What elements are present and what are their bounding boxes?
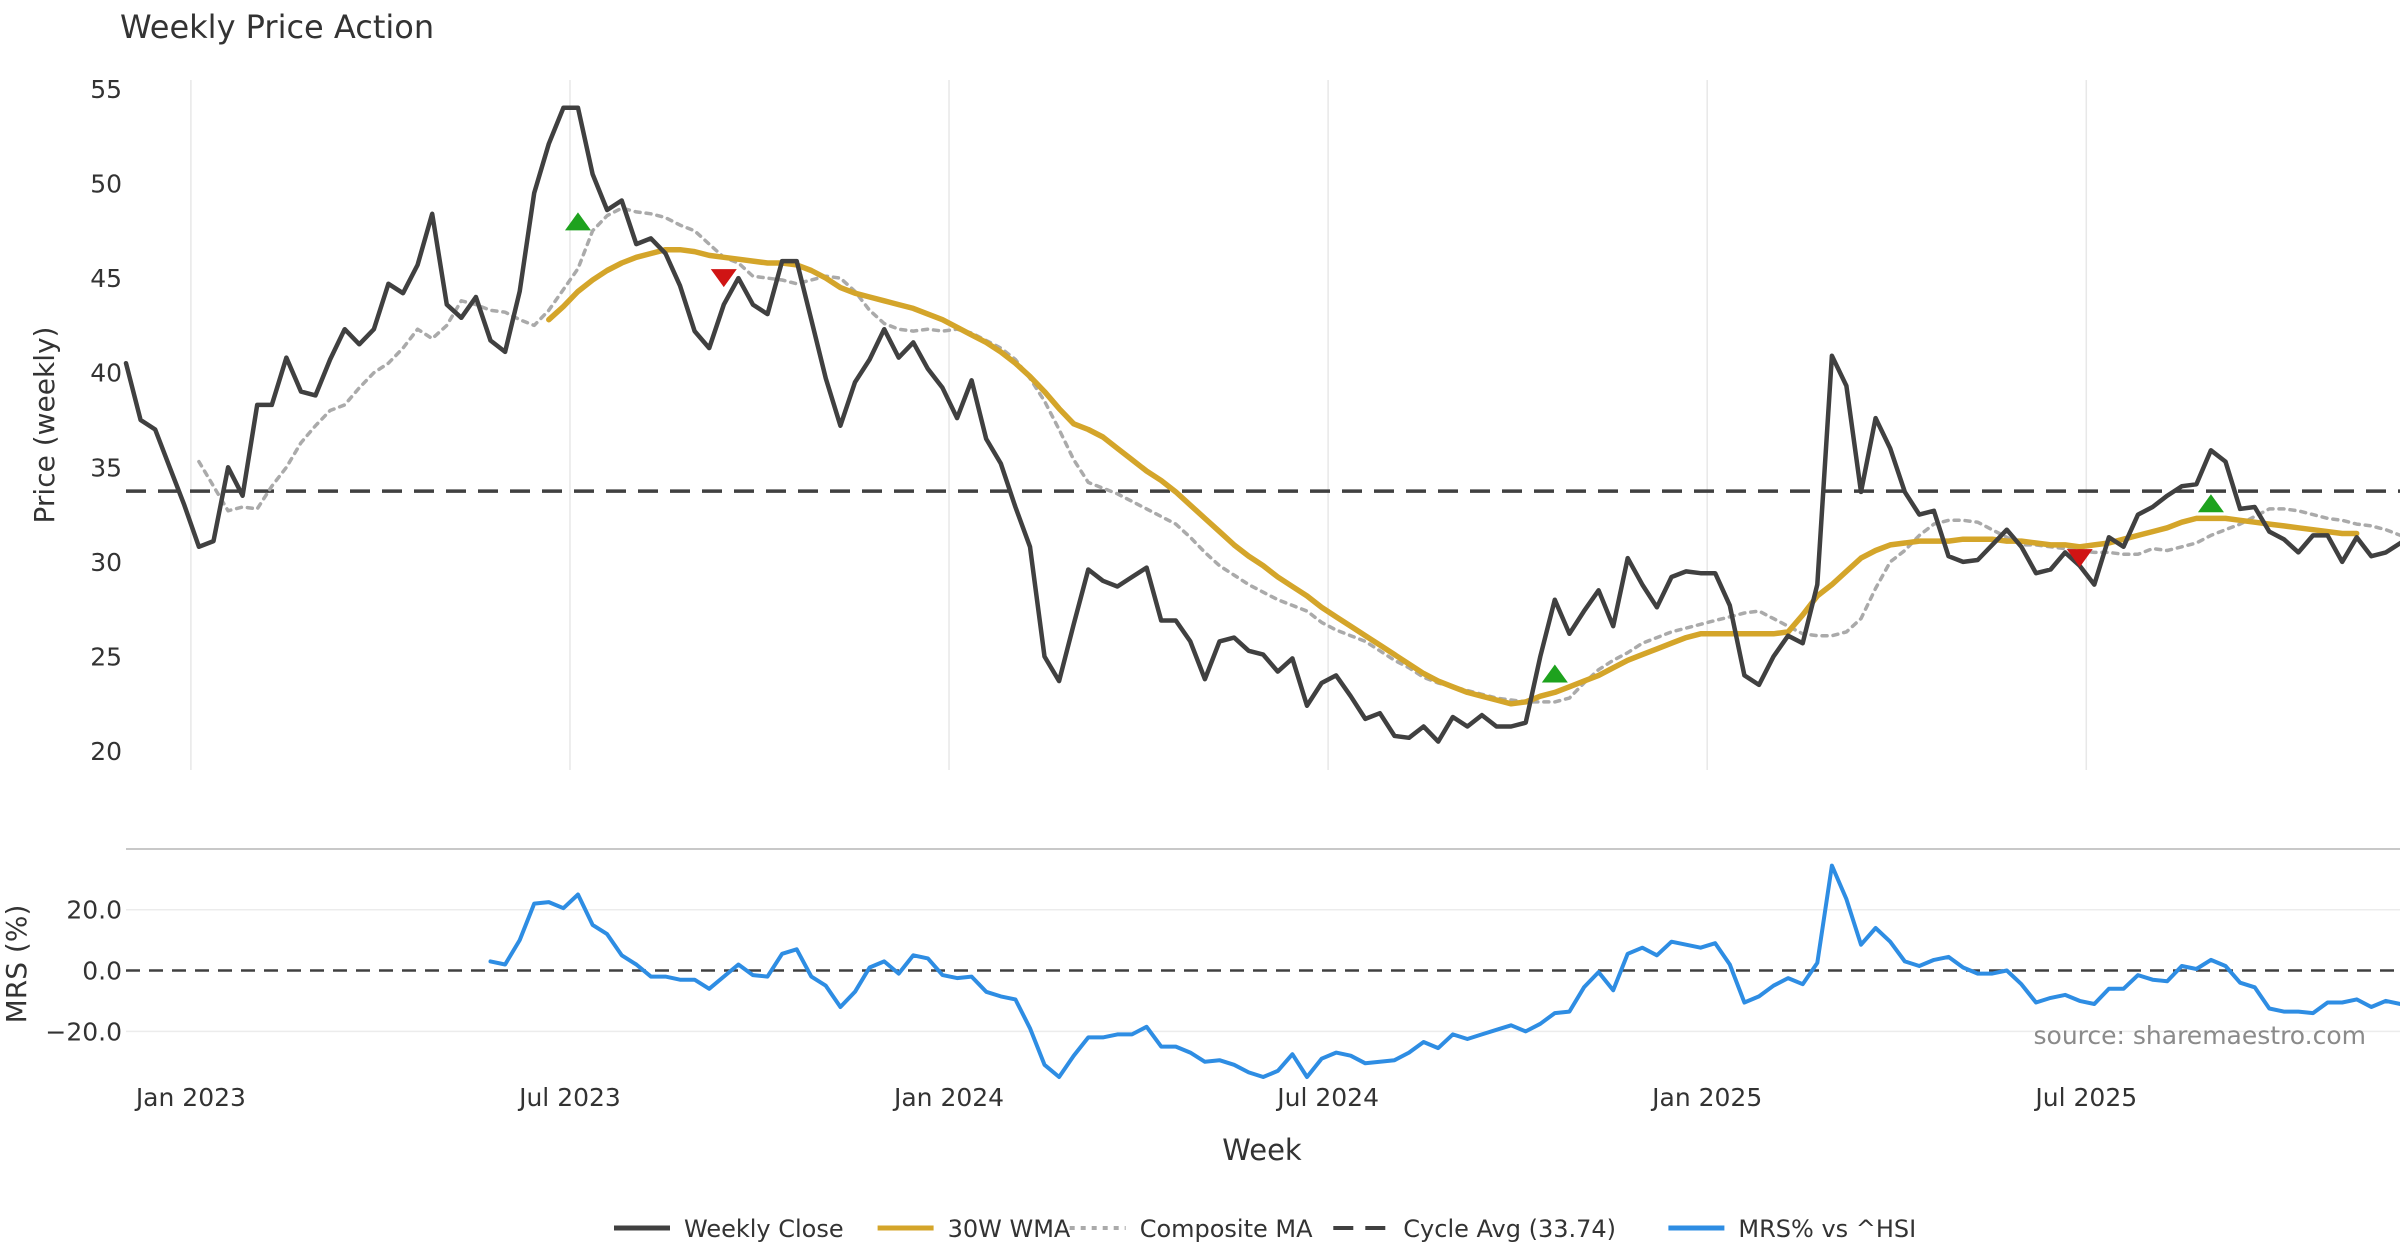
series-weekly-close [123, 105, 2400, 744]
signal-markers [564, 212, 2224, 683]
price-y-tick-label: 40 [90, 359, 122, 388]
legend-label: Cycle Avg (33.74) [1403, 1215, 1616, 1243]
x-tick-label: Jan 2025 [1650, 1083, 1762, 1112]
legend-label: 30W WMA [948, 1215, 1071, 1243]
x-tick-label: Jan 2023 [134, 1083, 246, 1112]
price-y-tick-label: 55 [90, 75, 122, 104]
legend: Weekly Close 30W WMA Composite MA Cycle Avg… [614, 1215, 1916, 1243]
buy-signal-marker [1541, 664, 1568, 683]
x-tick-label: Jan 2024 [892, 1083, 1004, 1112]
x-tick-label: Jul 2024 [1275, 1083, 1379, 1112]
buy-signal-marker [2197, 494, 2224, 513]
price-y-tick-label: 35 [90, 453, 122, 482]
x-axis-label: Week [1222, 1133, 1302, 1167]
x-tick-label: Jul 2025 [2033, 1083, 2137, 1112]
price-y-tick-label: 30 [90, 548, 122, 577]
x-axis: Jan 2023 Jul 2023 Jan 2024 Jul 2024 Jan 2025… [134, 1083, 2137, 1112]
price-y-tick-label: 45 [90, 264, 122, 293]
price-y-tick-label: 20 [90, 737, 122, 766]
mrs-series-group [488, 863, 2400, 1079]
mrs-y-tick-label: 0.0 [82, 957, 122, 986]
price-y-tick-label: 25 [90, 642, 122, 671]
buy-signal-marker [564, 212, 591, 231]
legend-label: Composite MA [1140, 1215, 1313, 1243]
series-30w-wma [546, 246, 2360, 707]
price-grid [190, 80, 2088, 770]
price-y-axis: 20 25 30 35 40 45 50 55 [90, 75, 122, 766]
price-y-axis-label: Price (weekly) [28, 327, 61, 524]
sell-signal-marker [2066, 549, 2093, 568]
mrs-y-tick-label: 20.0 [66, 896, 122, 925]
sell-signal-marker [710, 269, 737, 288]
x-tick-label: Jul 2023 [517, 1083, 621, 1112]
series-composite-ma [197, 206, 2400, 704]
series-mrs-vs-hsi [488, 863, 2400, 1079]
mrs-grid [126, 908, 2400, 1033]
mrs-y-axis-label: MRS (%) [0, 905, 33, 1024]
price-y-tick-label: 50 [90, 170, 122, 199]
source-note: source: sharemaestro.com [2034, 1021, 2367, 1050]
legend-label: Weekly Close [684, 1215, 844, 1243]
mrs-y-tick-label: −20.0 [45, 1017, 122, 1046]
chart-title: Weekly Price Action [120, 8, 434, 46]
legend-label: MRS% vs ^HSI [1738, 1215, 1916, 1243]
price-series-group [123, 105, 2400, 744]
mrs-y-axis: 20.0 0.0 −20.0 [45, 896, 122, 1047]
